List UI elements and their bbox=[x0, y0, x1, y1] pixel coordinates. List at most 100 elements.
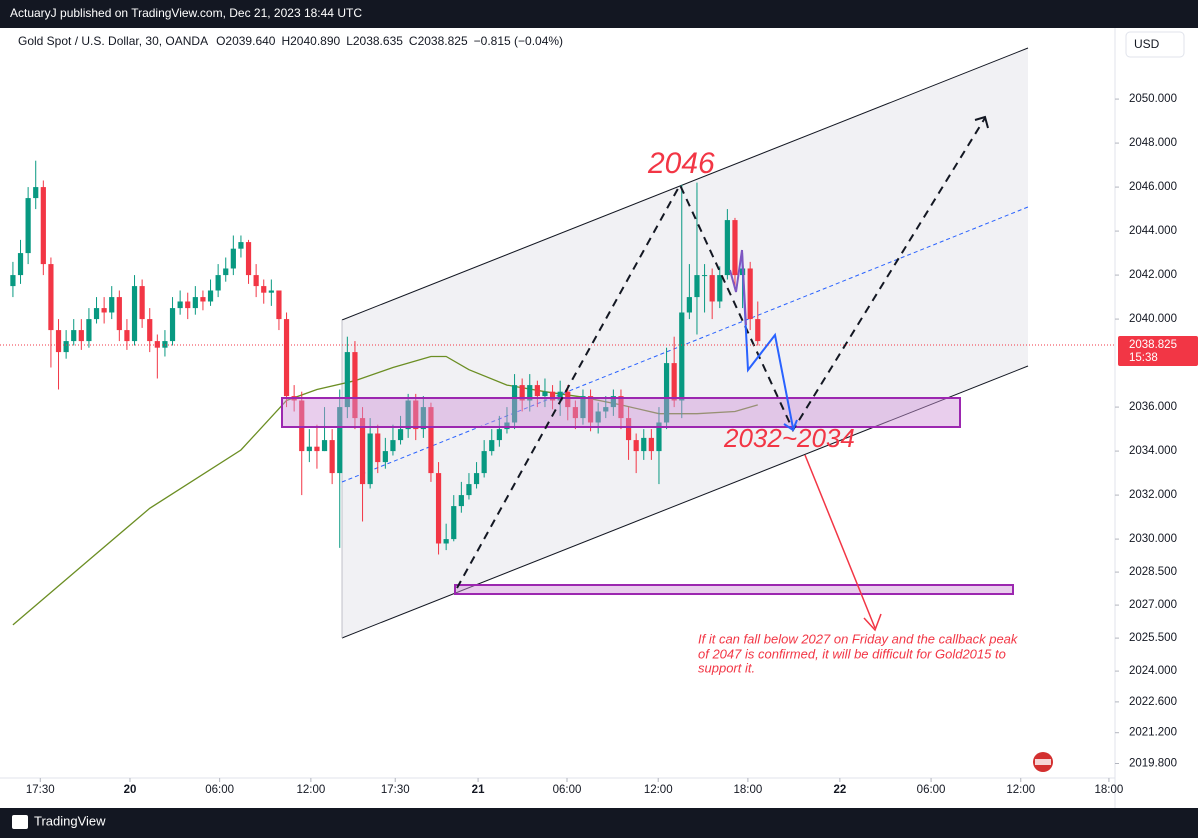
candle-body bbox=[549, 391, 556, 401]
candle-body bbox=[147, 319, 153, 342]
candle-body bbox=[595, 411, 601, 423]
candle-body bbox=[185, 301, 191, 309]
candle-body bbox=[496, 429, 502, 441]
candle-body bbox=[200, 297, 206, 302]
candle-body bbox=[747, 268, 753, 320]
candle-body bbox=[694, 275, 700, 298]
note: support it. bbox=[698, 660, 755, 675]
candle-body bbox=[131, 286, 138, 342]
arrow-head bbox=[783, 419, 798, 432]
candle-body bbox=[572, 407, 578, 419]
candle-body bbox=[78, 330, 84, 342]
candle-body bbox=[481, 451, 487, 474]
candle-body bbox=[633, 440, 639, 452]
price-tag-value: 2038.825 bbox=[1129, 339, 1177, 351]
top-bar bbox=[0, 0, 1198, 28]
candle-body bbox=[352, 352, 358, 419]
candle-body bbox=[405, 400, 411, 430]
candle-body bbox=[177, 301, 183, 309]
zone-box bbox=[454, 584, 1014, 595]
candle-body bbox=[618, 396, 624, 419]
y-tick-label: 2048.000 bbox=[1129, 137, 1177, 149]
candle-body bbox=[192, 297, 198, 309]
purple-projection bbox=[729, 249, 747, 326]
candle-body bbox=[116, 297, 122, 331]
y-tick-label: 2036.000 bbox=[1129, 401, 1177, 413]
candle-body bbox=[207, 290, 214, 302]
candle-body bbox=[413, 400, 419, 430]
candle-body bbox=[162, 341, 168, 348]
candle-body bbox=[10, 275, 16, 287]
candle-body bbox=[390, 440, 396, 452]
candle-body bbox=[420, 407, 426, 430]
note: of 2047 is confirmed, it will be difficu… bbox=[698, 646, 1006, 661]
arrow-head bbox=[863, 613, 882, 632]
candle-body bbox=[101, 308, 107, 313]
candle-body bbox=[124, 330, 130, 342]
y-tick-label: 2028.500 bbox=[1129, 566, 1177, 578]
candle-body bbox=[504, 422, 510, 430]
ohlc-value: −0.815 (−0.04%) bbox=[474, 34, 563, 48]
candle-body bbox=[435, 473, 442, 544]
candle-body bbox=[17, 253, 24, 276]
x-tick-label: 06:00 bbox=[553, 784, 582, 796]
candle-body bbox=[542, 391, 548, 397]
x-tick-label: 12:00 bbox=[644, 784, 673, 796]
currency: USD bbox=[1134, 37, 1160, 51]
channel-lower bbox=[341, 365, 1029, 639]
candle-body bbox=[329, 440, 335, 474]
candle-body bbox=[359, 418, 366, 485]
candle-body bbox=[428, 407, 434, 474]
ohlc-value: H2040.890 bbox=[281, 34, 340, 48]
candle-body bbox=[93, 308, 100, 320]
candle-body bbox=[86, 319, 92, 342]
candle-body bbox=[223, 268, 229, 276]
channel-fill bbox=[342, 48, 1028, 638]
publisher: ActuaryJ published on TradingView.com, D… bbox=[10, 6, 362, 20]
flag-icon bbox=[1035, 759, 1051, 765]
candle-body bbox=[557, 391, 563, 401]
candle-body bbox=[33, 187, 39, 199]
candle-body bbox=[40, 187, 46, 265]
candle-body bbox=[603, 407, 609, 412]
candle-body bbox=[610, 396, 616, 408]
note: If it can fall below 2027 on Friday and … bbox=[698, 631, 1019, 646]
x-tick-label: 06:00 bbox=[205, 784, 234, 796]
candle-body bbox=[641, 437, 647, 452]
y-tick-label: 2050.000 bbox=[1129, 93, 1177, 105]
candle-body bbox=[253, 275, 259, 287]
y-tick-label: 2030.000 bbox=[1129, 533, 1177, 545]
candle-body bbox=[671, 363, 677, 401]
candle-body bbox=[306, 446, 312, 452]
candle-body bbox=[344, 352, 350, 408]
y-tick-label: 2027.000 bbox=[1129, 599, 1177, 611]
candle-body bbox=[565, 391, 571, 408]
candle-body bbox=[580, 396, 586, 419]
candle-body bbox=[238, 242, 244, 249]
x-tick-label: 22 bbox=[833, 784, 846, 796]
y-tick-label: 2021.200 bbox=[1129, 727, 1177, 739]
candle-body bbox=[443, 539, 449, 544]
candle-body bbox=[466, 484, 472, 496]
candle-body bbox=[397, 429, 404, 441]
candle-body bbox=[625, 418, 632, 441]
footer-bar bbox=[0, 808, 1198, 838]
y-tick-label: 2034.000 bbox=[1129, 445, 1177, 457]
candle-body bbox=[139, 286, 145, 320]
candle-body bbox=[732, 220, 738, 276]
candle-body bbox=[534, 385, 540, 397]
candle-body bbox=[245, 242, 252, 276]
currency-button[interactable] bbox=[1125, 31, 1185, 58]
candle-body bbox=[276, 290, 282, 320]
x-tick-label: 12:00 bbox=[296, 784, 325, 796]
candle-body bbox=[519, 385, 525, 401]
candle-body bbox=[230, 248, 236, 269]
symbol: Gold Spot / U.S. Dollar, 30, OANDA bbox=[18, 34, 208, 48]
annotation: 2046 bbox=[647, 147, 715, 180]
x-tick-label: 17:30 bbox=[26, 784, 55, 796]
candle-body bbox=[717, 275, 723, 302]
candle-body bbox=[656, 422, 662, 452]
x-tick-label: 18:00 bbox=[1095, 784, 1124, 796]
